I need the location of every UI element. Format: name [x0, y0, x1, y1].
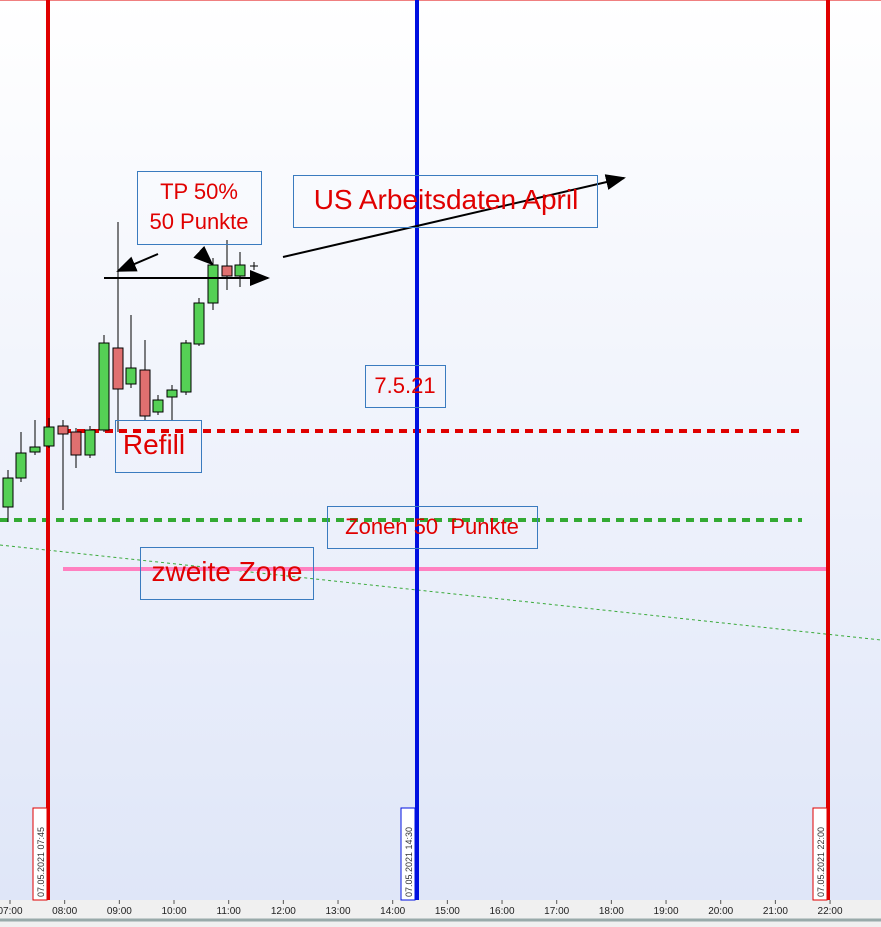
- annotation: zweite Zone: [152, 556, 303, 587]
- arrow: [193, 245, 214, 266]
- annotation: Zonen 50 Punkte: [345, 514, 519, 539]
- time-label: 10:00: [161, 906, 186, 917]
- annotation: US Arbeitsdaten April: [314, 184, 579, 215]
- annotation-box: [327, 506, 538, 549]
- candle-body: [152, 399, 164, 413]
- line-label-box: [400, 807, 416, 901]
- time-label: 18:00: [599, 906, 624, 917]
- line-label: 07.05.2021 07:45: [36, 827, 46, 897]
- candle-body: [221, 265, 233, 277]
- time-label: 11:00: [217, 906, 242, 917]
- candle-body: [234, 264, 246, 277]
- annotation-box: [365, 365, 446, 408]
- candle-body: [15, 452, 27, 479]
- time-label: 22:00: [818, 906, 843, 917]
- candle-cross: [250, 262, 258, 270]
- line-label: 07.05.2021 14:30: [404, 827, 414, 897]
- candle-body: [43, 426, 55, 447]
- time-label: 17:00: [544, 906, 569, 917]
- arrow: [116, 253, 159, 272]
- time-axis-area: [0, 900, 881, 927]
- annotation: Refill: [123, 429, 185, 460]
- candle-body: [125, 367, 137, 385]
- candle-body: [166, 389, 178, 398]
- candle-body: [70, 431, 82, 456]
- candle-body: [193, 302, 205, 345]
- line-label-box: [32, 807, 48, 901]
- arrow: [282, 174, 626, 258]
- candle-body: [112, 347, 124, 390]
- time-label: 12:00: [271, 906, 296, 917]
- annotation: 50 Punkte: [149, 209, 248, 234]
- annotation: 7.5.21: [374, 373, 435, 398]
- candle-body: [207, 264, 219, 304]
- time-label: 20:00: [708, 906, 733, 917]
- time-label: 15:00: [435, 906, 460, 917]
- time-label: 14:00: [380, 906, 405, 917]
- time-label: 21:00: [763, 906, 788, 917]
- time-label: 09:00: [107, 906, 132, 917]
- candle-body: [29, 446, 41, 453]
- annotation-box: [115, 420, 202, 473]
- time-label: 08:00: [52, 906, 77, 917]
- trend-line: [0, 544, 881, 641]
- candle-body: [98, 342, 110, 431]
- candle-body: [180, 342, 192, 393]
- candle-body: [2, 477, 14, 508]
- line-label-box: [812, 807, 828, 901]
- candles: [2, 222, 258, 522]
- line-label: 07.05.2021 22:00: [816, 827, 826, 897]
- time-label: 07:00: [0, 906, 23, 917]
- time-label: 16:00: [490, 906, 515, 917]
- annotation-box: [137, 171, 262, 245]
- annotation: TP 50%: [160, 179, 238, 204]
- time-label: 13:00: [326, 906, 351, 917]
- candle-body: [139, 369, 151, 417]
- plot-area: [0, 0, 881, 900]
- candle-body: [84, 429, 96, 456]
- candle-body: [57, 425, 69, 435]
- annotation-box: [293, 175, 598, 228]
- annotation-box: [140, 547, 314, 600]
- time-label: 19:00: [654, 906, 679, 917]
